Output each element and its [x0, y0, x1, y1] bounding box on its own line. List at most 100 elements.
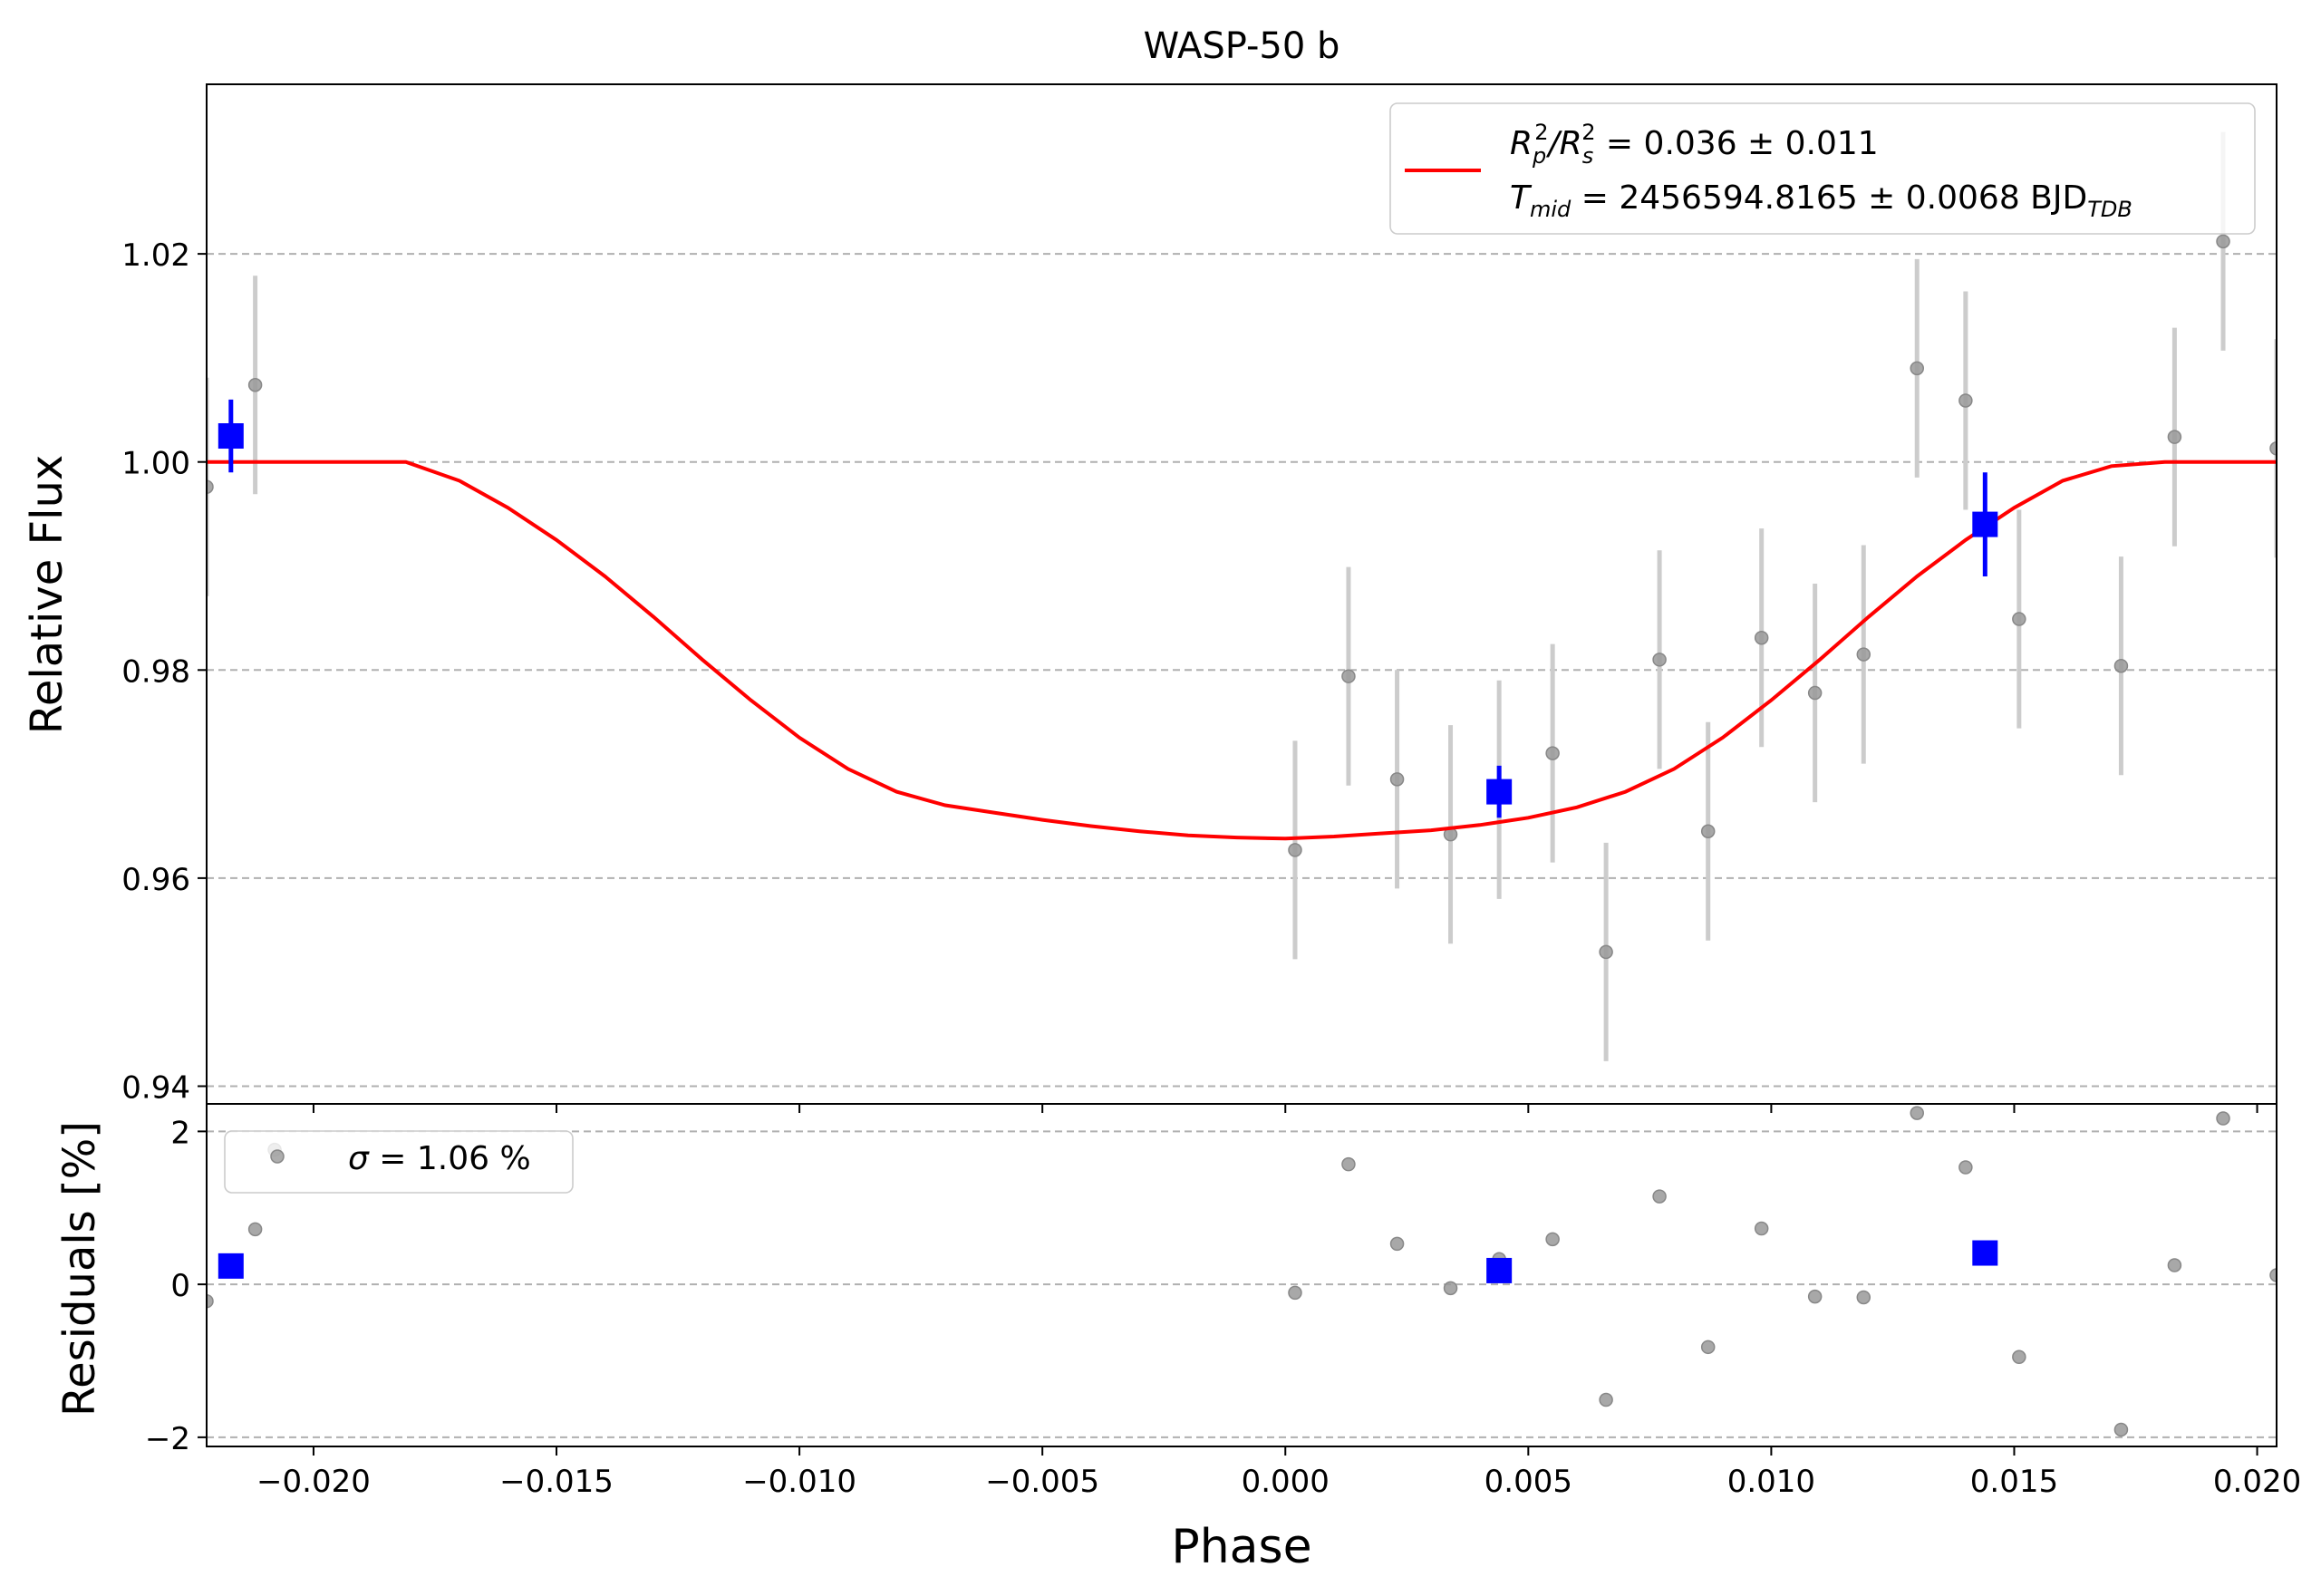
observation-point [1545, 746, 1560, 760]
x-tick-label: −0.020 [256, 1464, 371, 1500]
legend-line-radius-ratio: Rp2/Rs2 = 0.036 ± 0.011 [1510, 120, 1879, 169]
x-tick-label: −0.010 [742, 1464, 856, 1500]
observation-point [1910, 361, 1924, 376]
sigma-value: = 1.06 % [369, 1140, 531, 1177]
bottom-y-axis: −2 0 2 [145, 1115, 207, 1457]
observation-point [1599, 944, 1613, 960]
residual-point [1545, 1232, 1560, 1247]
residual-point [247, 1222, 263, 1237]
top-y-tick-label: 1.00 [121, 446, 190, 482]
bottom-y-tick-label: 2 [170, 1115, 190, 1151]
tmid-value: = 2456594.8165 ± 0.0068 BJD [1571, 179, 2087, 217]
top-legend: Rp2/Rs2 = 0.036 ± 0.011 Tmid = 2456594.8… [1389, 102, 2256, 235]
binned-residual-point [1486, 1257, 1513, 1283]
observation-points [207, 131, 2277, 1061]
legend-sigma-text: σ = 1.06 % [348, 1140, 531, 1177]
bottom-legend-box [224, 1130, 574, 1194]
bottom-y-axis-label: Residuals [%] [54, 1121, 105, 1417]
observation-point [1288, 843, 1302, 857]
depth-value: = 0.036 ± 0.011 [1595, 125, 1878, 162]
binned-point [1972, 511, 1998, 537]
observation-point [2216, 234, 2230, 249]
residual-point [2113, 1422, 2129, 1437]
observation-point [1389, 772, 1405, 787]
tmid-symbol: T [1510, 179, 1533, 217]
transit-model-line [207, 459, 2277, 841]
residual-point [1754, 1221, 1769, 1236]
top-y-tick-label: 1.02 [121, 237, 190, 274]
residual-point [1341, 1156, 1356, 1172]
residual-point [1856, 1290, 1871, 1305]
residual-point [2167, 1258, 2182, 1272]
observation-point [1341, 669, 1356, 683]
top-axes-frame [206, 83, 2277, 1105]
rs-superscript: 2 [1581, 120, 1595, 145]
observation-point [247, 378, 263, 392]
legend-residual-marker [270, 1149, 285, 1164]
observation-point [2269, 441, 2277, 456]
light-curve-panel: 0.94 0.96 0.98 1.00 1.02 Relative Flux Rp2/R… [22, 83, 2277, 1113]
residual-point [1910, 1106, 1924, 1120]
top-y-tick-label: 0.94 [121, 1069, 190, 1106]
x-tick-label: 0.020 [2213, 1464, 2301, 1500]
tdb-subscript: TDB [2087, 197, 2132, 222]
rp-symbol: R [1510, 125, 1533, 162]
rp-subscript: p [1532, 143, 1546, 169]
top-gridlines [207, 253, 2277, 1088]
observation-point [1807, 685, 1823, 701]
residual-point [1807, 1289, 1823, 1304]
residuals-panel: −2 0 2 −0.020 −0.015 −0.010 −0.005 0.000 0.005 0… [54, 1103, 2301, 1574]
binned-point [218, 423, 244, 450]
observation-point [2113, 658, 2129, 673]
binned-point [1486, 779, 1513, 805]
residual-point [1599, 1392, 1613, 1407]
observation-point [207, 479, 214, 495]
bottom-legend: σ = 1.06 % [224, 1130, 574, 1194]
bottom-y-tick-label: 0 [170, 1268, 190, 1304]
residual-point [1288, 1285, 1302, 1301]
binned-residual-points [218, 1240, 1998, 1283]
x-axis-label: Phase [1171, 1520, 1311, 1574]
observation-point [1958, 393, 1973, 408]
top-y-axis-label: Relative Flux [22, 455, 73, 735]
residual-point [2269, 1268, 2277, 1282]
chart-title: WASP-50 b [1144, 25, 1340, 67]
residual-point [1443, 1281, 1458, 1296]
residual-point [2216, 1111, 2230, 1126]
x-tick-label: 0.015 [1970, 1464, 2058, 1500]
sigma-symbol: σ [348, 1140, 370, 1177]
observation-point [1856, 647, 1871, 662]
top-y-tick-label: 0.96 [121, 862, 190, 898]
bottom-x-axis: −0.020 −0.015 −0.010 −0.005 0.000 0.005 0.010 0… [256, 1446, 2301, 1500]
observation-point [2167, 430, 2182, 444]
top-x-ticks [312, 1104, 2258, 1113]
binned-residual-point [1972, 1240, 1998, 1266]
observation-point [1652, 653, 1667, 667]
residual-point [207, 1293, 214, 1309]
x-tick-label: −0.015 [499, 1464, 614, 1500]
residual-point [2012, 1349, 2026, 1365]
rs-subscript: s [1582, 143, 1594, 169]
residual-point [1700, 1340, 1716, 1355]
residual-points [207, 1106, 2277, 1437]
tmid-subscript: mid [1530, 197, 1572, 222]
residual-point [1652, 1189, 1667, 1204]
top-y-axis: 0.94 0.96 0.98 1.00 1.02 [121, 237, 207, 1106]
top-legend-box [1389, 102, 2256, 235]
binned-points [218, 399, 1998, 818]
residual-point [1389, 1236, 1405, 1252]
observation-point [1754, 630, 1769, 645]
bottom-y-tick-label: −2 [145, 1421, 190, 1457]
residual-point [1958, 1160, 1973, 1175]
top-y-tick-label: 0.98 [121, 653, 190, 690]
x-tick-label: 0.000 [1242, 1464, 1330, 1500]
observation-point [2012, 612, 2026, 626]
bottom-axes-frame [206, 1103, 2277, 1447]
rp-superscript: 2 [1534, 120, 1548, 145]
x-tick-label: 0.010 [1727, 1464, 1815, 1500]
binned-residual-point [218, 1253, 244, 1279]
x-tick-label: −0.005 [985, 1464, 1099, 1500]
observation-point [1700, 824, 1716, 838]
legend-line-tmid: Tmid = 2456594.8165 ± 0.0068 BJDTDB [1510, 179, 2132, 222]
